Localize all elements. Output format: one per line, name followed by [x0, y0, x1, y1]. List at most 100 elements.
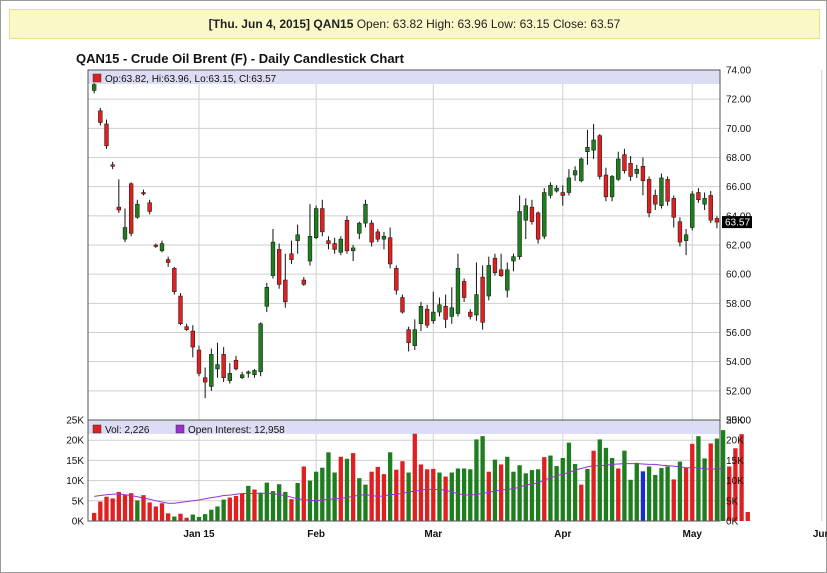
chart-title: QAN15 - Crude Oil Brent (F) - Daily Cand…	[76, 51, 404, 66]
candle-body	[597, 135, 602, 177]
volume-bar	[653, 474, 658, 521]
volume-bar	[517, 465, 522, 521]
candle-body	[443, 306, 448, 320]
date-tick-label: Mar	[424, 529, 442, 540]
volume-bar	[523, 473, 528, 521]
candle-body	[246, 371, 251, 374]
candle-body	[313, 208, 319, 238]
volume-bar	[165, 513, 171, 521]
volume-tick-label-right: 0K	[726, 517, 739, 528]
volume-bar	[739, 434, 744, 521]
volume-tick-label-left: 0K	[72, 517, 85, 528]
price-tick-label: 66.00	[726, 182, 751, 193]
candle-body	[653, 195, 658, 205]
volume-bar	[209, 509, 214, 521]
price-tick-label: 60.00	[726, 270, 751, 281]
volume-bar	[511, 471, 516, 521]
volume-bar	[616, 468, 621, 521]
candle-body	[659, 177, 664, 206]
volume-bar	[172, 516, 177, 521]
volume-bar	[597, 439, 602, 521]
volume-bar	[264, 482, 269, 521]
quote-close-value: 63.57	[590, 17, 621, 31]
candle-body	[190, 330, 195, 348]
candle-body	[677, 221, 683, 243]
candle-body	[159, 243, 165, 252]
price-tick-label: 50.00	[726, 416, 751, 427]
candle-body	[529, 206, 535, 222]
candle-body	[671, 198, 676, 218]
candle-body	[535, 212, 541, 240]
candle-body	[141, 192, 146, 195]
quote-symbol: QAN15	[313, 17, 354, 31]
candle-body	[165, 259, 171, 263]
volume-bar	[301, 466, 306, 521]
volume-bar	[634, 462, 639, 521]
candles-layer	[92, 83, 720, 399]
volume-bar	[320, 467, 325, 521]
volume-bar	[733, 448, 738, 521]
candle-body	[505, 269, 510, 291]
volume-bar	[159, 503, 165, 521]
volume-bar	[535, 469, 541, 521]
candle-body	[178, 295, 183, 324]
candle-body	[332, 243, 337, 250]
candle-body	[270, 241, 276, 276]
volume-legend-text: Vol: 2,226	[105, 425, 150, 436]
volume-bar	[332, 472, 337, 521]
volume-bar	[147, 502, 152, 521]
volume-bar	[357, 478, 362, 521]
volume-bar	[196, 516, 202, 521]
candle-body	[628, 163, 633, 177]
candle-body	[104, 123, 109, 147]
candle-body	[338, 238, 343, 253]
volume-bar	[548, 455, 553, 521]
volume-bar	[572, 464, 578, 521]
candle-body	[449, 307, 454, 317]
price-tick-label: 70.00	[726, 124, 751, 135]
candle-body	[276, 249, 282, 285]
candle-body	[665, 179, 670, 202]
candle-body	[554, 187, 559, 192]
quote-banner: [Thu. Jun 4, 2015] QAN15 Open: 63.82 Hig…	[9, 9, 820, 39]
candle-body	[492, 257, 498, 273]
volume-bar	[129, 493, 134, 521]
volume-tick-label-right: 25K	[726, 416, 744, 427]
candle-body	[572, 170, 578, 176]
volume-bar	[258, 492, 263, 521]
volume-bar	[542, 457, 547, 521]
candle-body	[301, 279, 306, 285]
price-legend-band	[88, 70, 720, 84]
quote-open-value: 63.82	[392, 17, 423, 31]
volume-bar	[745, 512, 750, 521]
candle-body	[609, 176, 615, 198]
candle-body	[295, 234, 300, 241]
volume-bar	[184, 517, 189, 521]
price-legend-text: Op:63.82, Hi:63.96, Lo:63.15, Cl:63.57	[105, 74, 277, 85]
volume-bar	[221, 499, 226, 521]
oi-legend-text: Open Interest: 12,958	[188, 425, 285, 436]
volume-bar	[215, 506, 220, 521]
candle-body	[147, 202, 152, 212]
candle-body	[548, 184, 553, 196]
volume-bar	[104, 496, 109, 521]
volume-bar	[683, 467, 689, 521]
candle-body	[202, 377, 208, 383]
volume-bar	[412, 433, 417, 521]
candle-body	[431, 311, 436, 322]
candle-body	[455, 268, 461, 314]
open-interest-line	[94, 463, 724, 504]
volume-bar	[622, 450, 627, 521]
candle-body	[221, 354, 226, 378]
volume-bar	[283, 491, 288, 521]
candle-body	[289, 253, 294, 260]
candle-body	[350, 247, 356, 252]
volume-bar	[381, 474, 387, 521]
volume-bar	[566, 442, 572, 521]
volume-bar	[190, 514, 195, 521]
candle-body	[646, 179, 652, 214]
price-tick-label: 58.00	[726, 299, 751, 310]
candle-body	[634, 168, 639, 174]
volume-legend-swatch	[92, 424, 102, 434]
